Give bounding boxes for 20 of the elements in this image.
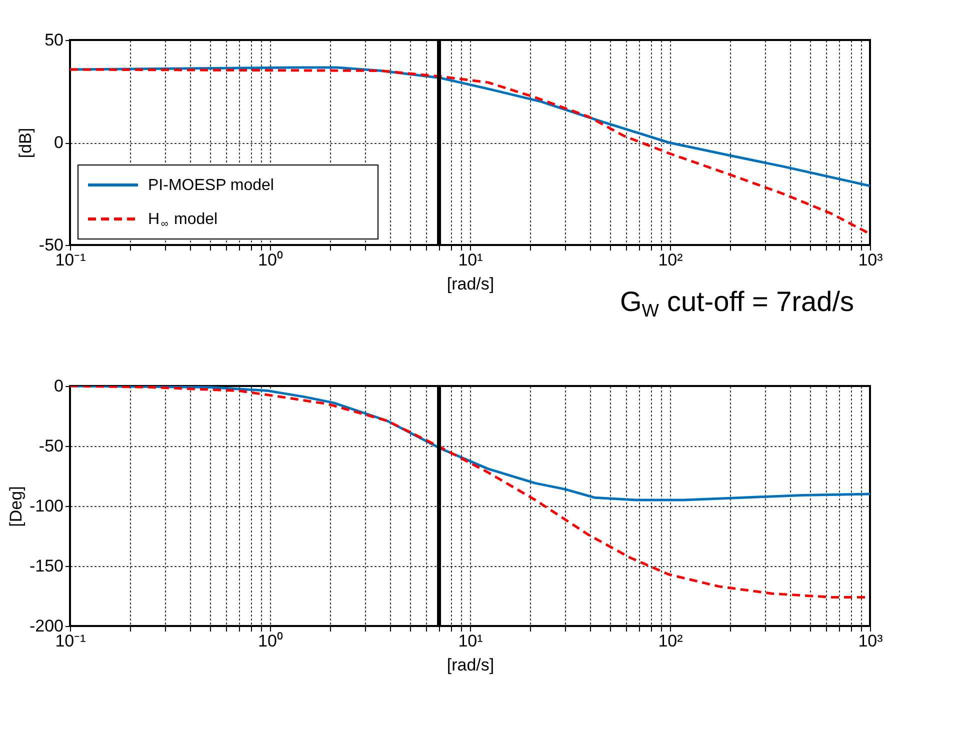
- x-tick-label: 10⁰: [258, 250, 283, 270]
- y-tick-label: 50: [44, 30, 64, 50]
- y-axis-title: [dB]: [16, 128, 35, 158]
- y-tick-label: -50: [38, 436, 64, 456]
- y-tick-label: 0: [54, 376, 64, 396]
- x-tick-label: 10¹: [458, 250, 484, 270]
- y-tick-label: -100: [29, 496, 64, 516]
- x-tick-label: 10⁰: [258, 632, 283, 650]
- x-tick-label: 10²: [658, 250, 684, 270]
- legend-label: H∞ model: [148, 211, 218, 230]
- x-tick-label: 10³: [858, 250, 884, 270]
- y-axis-title: [Deg]: [6, 486, 26, 527]
- legend-label: PI-MOESP model: [148, 177, 274, 194]
- x-tick-label: 10¹: [458, 632, 484, 650]
- x-axis-title: [rad/s]: [446, 274, 494, 294]
- x-axis-title: [rad/s]: [446, 656, 494, 674]
- y-tick-label: -150: [29, 556, 64, 576]
- y-tick-label: 0: [54, 133, 64, 152]
- x-tick-label: 10²: [658, 632, 684, 650]
- x-tick-label: 10³: [858, 632, 884, 650]
